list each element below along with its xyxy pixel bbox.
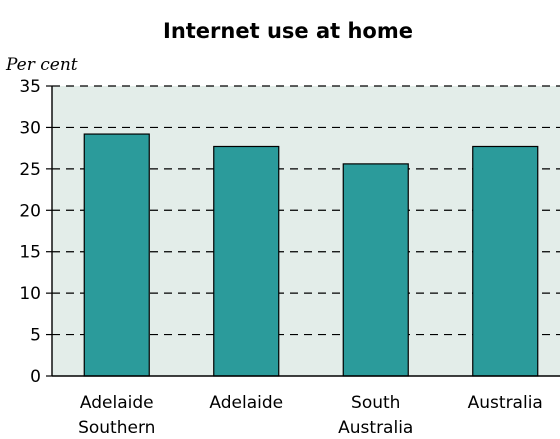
x-category-label-line: Adelaide bbox=[209, 393, 283, 413]
y-axis-ticks: 0 5 10 15 20 25 30 35 bbox=[19, 77, 52, 387]
y-tick-label: 10 bbox=[19, 284, 41, 304]
chart-title: Internet use at home bbox=[163, 19, 413, 43]
x-category-label-line: Adelaide bbox=[80, 393, 154, 413]
bar bbox=[83, 133, 150, 377]
y-tick-label: 30 bbox=[19, 118, 41, 138]
x-category-label-line: Southern bbox=[78, 418, 155, 438]
y-tick-label: 15 bbox=[19, 243, 41, 263]
bar bbox=[213, 145, 280, 377]
x-category-label: Adelaide Southern bbox=[78, 393, 155, 438]
bar bbox=[472, 145, 539, 377]
x-category-label: Adelaide bbox=[209, 393, 283, 413]
x-category-label: Australia bbox=[468, 393, 543, 413]
y-axis-unit-label: Per cent bbox=[5, 55, 78, 75]
x-axis-labels: Adelaide Southern Adelaide South Australia Au… bbox=[78, 393, 543, 438]
x-category-label-line: Australia bbox=[338, 418, 413, 438]
y-tick-label: 25 bbox=[19, 160, 41, 180]
x-category-label-line: Australia bbox=[468, 393, 543, 413]
y-tick-label: 35 bbox=[19, 77, 41, 97]
y-tick-label: 20 bbox=[19, 201, 41, 221]
x-category-label-line: South bbox=[351, 393, 400, 413]
y-tick-label: 5 bbox=[30, 326, 41, 346]
y-tick-label: 0 bbox=[30, 367, 41, 387]
x-category-label: South Australia bbox=[338, 393, 413, 438]
bar bbox=[342, 163, 409, 377]
